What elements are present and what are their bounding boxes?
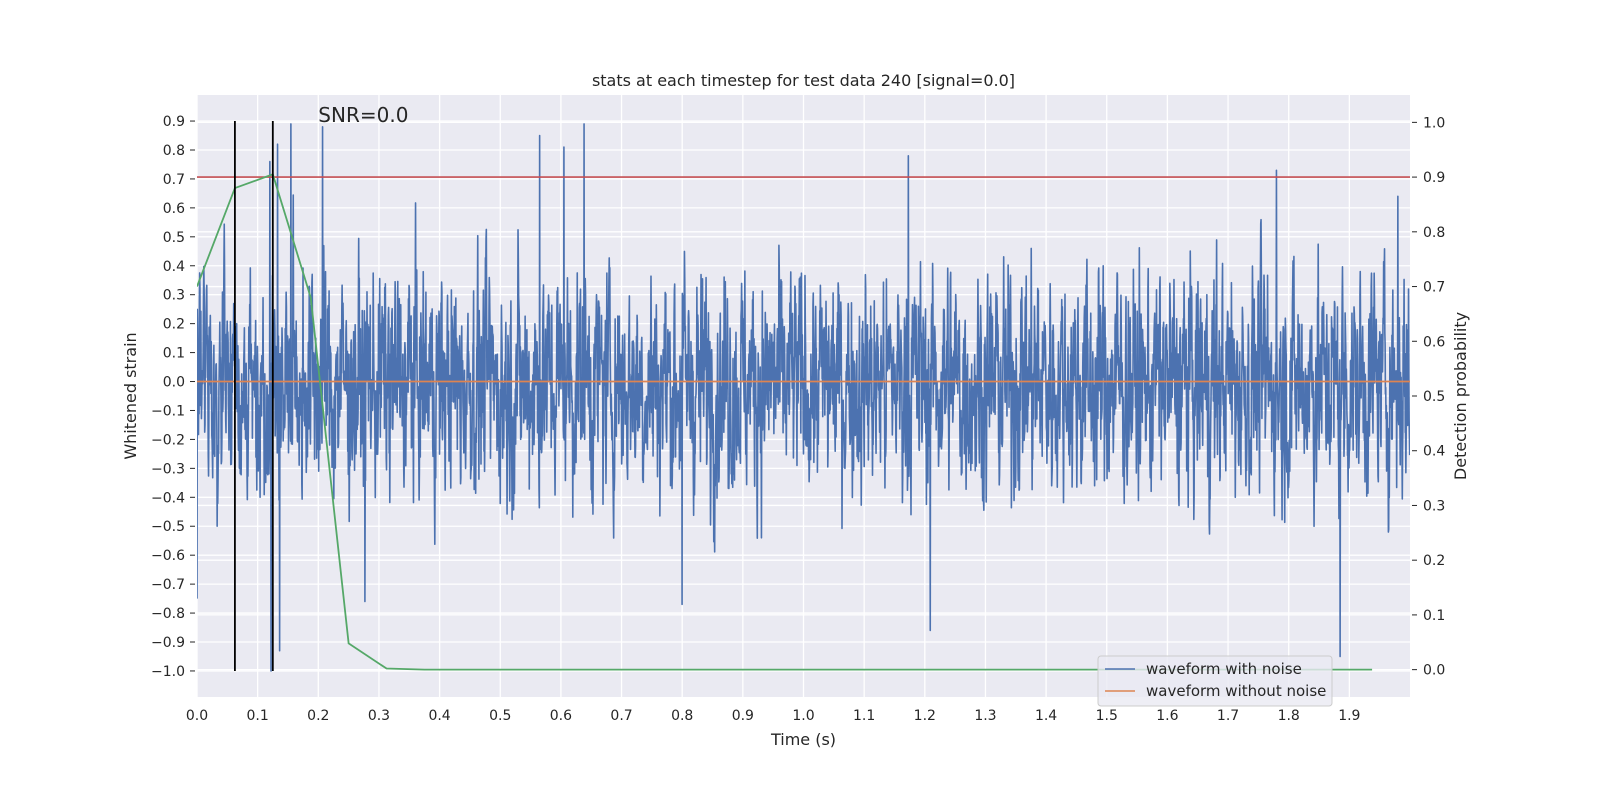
- x-tick-label: 0.1: [247, 708, 269, 724]
- legend: waveform with noise waveform without noi…: [1097, 655, 1333, 707]
- y2-tick-label: 0.0: [1423, 663, 1445, 679]
- x-tick-label: 0.8: [671, 708, 693, 724]
- legend-label-waveform-with-noise: waveform with noise: [1146, 660, 1302, 678]
- y-tick-label: −0.6: [151, 548, 185, 564]
- x-tick-label: 0.5: [489, 708, 511, 724]
- y2-tick-label: 0.6: [1423, 334, 1445, 350]
- x-tick-label: 1.5: [1096, 708, 1118, 724]
- y-tick-label: −0.3: [151, 461, 185, 477]
- x-tick-label: 1.1: [853, 708, 875, 724]
- x-tick-label: 0.7: [610, 708, 632, 724]
- y2-tick-label: 0.4: [1423, 444, 1445, 460]
- y-axis-label: Whitened strain: [121, 332, 140, 459]
- grid-lines: [196, 95, 1410, 697]
- y-tick-label: −0.8: [151, 606, 185, 622]
- x-tick-label: 1.7: [1217, 708, 1239, 724]
- x-tick-label: 0.9: [732, 708, 754, 724]
- x-tick-label: 1.9: [1338, 708, 1360, 724]
- y2-tick-label: 0.9: [1423, 170, 1445, 186]
- y-tick-label: −0.7: [151, 577, 185, 593]
- y-tick-label: 0.9: [163, 114, 185, 130]
- x-tick-label: 0.2: [307, 708, 329, 724]
- x-tick-label: 1.6: [1156, 708, 1178, 724]
- x-axis-label: Time (s): [770, 730, 836, 749]
- x-tick-label: 1.4: [1035, 708, 1057, 724]
- y2-tick-label: 0.8: [1423, 225, 1445, 241]
- x-tick-label: 0.0: [186, 708, 208, 724]
- y2-tick-label: 0.2: [1423, 553, 1445, 569]
- y-tick-label: −0.2: [151, 432, 185, 448]
- y2-tick-label: 0.1: [1423, 608, 1445, 624]
- y-tick-label: −0.5: [151, 519, 185, 535]
- y-tick-label: 0.7: [163, 172, 185, 188]
- y-tick-label: 0.2: [163, 317, 185, 333]
- x-tick-label: 1.3: [974, 708, 996, 724]
- y-tick-label: −0.4: [151, 490, 185, 506]
- y-tick-label: −0.1: [151, 403, 185, 419]
- y2-tick-label: 1.0: [1423, 115, 1445, 131]
- x-tick-label: 0.4: [428, 708, 450, 724]
- y-tick-label: 0.8: [163, 143, 185, 159]
- chart-title: stats at each timestep for test data 240…: [592, 71, 1015, 90]
- y-tick-label: 0.5: [163, 230, 185, 246]
- y-tick-label: 0.6: [163, 201, 185, 217]
- x-tick-label: 1.0: [792, 708, 814, 724]
- y-tick-label: 0.3: [163, 288, 185, 304]
- x-tick-label: 1.2: [914, 708, 936, 724]
- y-tick-label: 0.1: [163, 346, 185, 362]
- legend-label-waveform-without-noise: waveform without noise: [1146, 682, 1326, 700]
- series-waveform-with-noise: [197, 123, 1410, 672]
- y-tick-label: −1.0: [151, 664, 185, 680]
- y-tick-label: −0.9: [151, 635, 185, 651]
- x-tick-label: 1.8: [1278, 708, 1300, 724]
- y2-tick-label: 0.5: [1423, 389, 1445, 405]
- x-tick-label: 0.6: [550, 708, 572, 724]
- y2-axis-label: Detection probability: [1451, 312, 1470, 480]
- y2-tick-label: 0.7: [1423, 280, 1445, 296]
- legend-box: [1097, 655, 1333, 707]
- snr-annotation: SNR=0.0: [318, 103, 408, 127]
- y-tick-label: 0.0: [163, 375, 185, 391]
- y-tick-label: 0.4: [163, 259, 185, 275]
- y2-tick-label: 0.3: [1423, 498, 1445, 514]
- x-tick-label: 0.3: [368, 708, 390, 724]
